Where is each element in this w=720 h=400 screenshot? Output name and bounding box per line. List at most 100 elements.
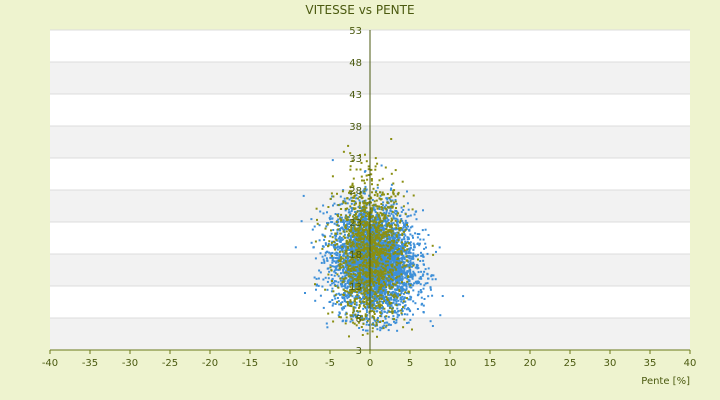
data-point (331, 299, 334, 301)
data-point (340, 293, 343, 296)
data-point (384, 268, 387, 271)
data-point (352, 245, 355, 248)
data-point (363, 298, 366, 301)
data-point (387, 315, 390, 318)
data-point (386, 273, 389, 276)
data-point (382, 296, 385, 298)
data-point (392, 272, 395, 275)
data-point (406, 313, 409, 316)
data-point (347, 267, 350, 270)
data-point (360, 257, 363, 260)
data-point (366, 210, 369, 213)
data-point (389, 209, 392, 212)
data-point (402, 298, 405, 301)
data-point (374, 211, 377, 213)
data-point (348, 191, 350, 194)
data-point (351, 223, 354, 226)
data-point (380, 309, 383, 312)
data-point (360, 213, 363, 216)
data-point (333, 246, 336, 249)
data-point (344, 271, 347, 274)
data-point (369, 208, 372, 210)
data-point (331, 175, 334, 178)
data-point (412, 289, 415, 292)
data-point (396, 313, 399, 316)
data-point (385, 260, 388, 263)
data-point (356, 291, 358, 294)
data-point (389, 198, 392, 201)
data-point (374, 224, 377, 227)
data-point (330, 241, 333, 244)
data-point (423, 270, 426, 273)
data-point (396, 249, 399, 251)
data-point (372, 238, 375, 241)
data-point (387, 279, 390, 282)
data-point (395, 277, 398, 279)
data-point (349, 152, 352, 155)
data-point (375, 305, 378, 308)
data-point (371, 199, 374, 201)
data-point (417, 271, 420, 274)
data-point (351, 250, 354, 253)
data-point (377, 303, 380, 306)
data-point (388, 270, 391, 273)
data-point (421, 253, 424, 256)
data-point (375, 284, 378, 287)
data-point (390, 183, 393, 186)
data-point (411, 225, 414, 228)
data-point (350, 228, 353, 231)
data-point (335, 266, 338, 269)
data-point (356, 258, 359, 261)
data-point (344, 262, 346, 265)
data-point (380, 164, 383, 167)
data-point (365, 311, 368, 314)
data-point (380, 212, 383, 215)
data-point (400, 282, 403, 285)
data-point (355, 216, 358, 218)
data-point (336, 257, 338, 260)
data-point (364, 296, 367, 299)
data-point (345, 316, 348, 319)
data-point (344, 220, 347, 223)
data-point (375, 321, 378, 324)
data-point (386, 304, 389, 307)
data-point (401, 301, 404, 304)
data-point (431, 278, 434, 281)
data-point (371, 270, 373, 273)
data-point (405, 285, 408, 288)
data-point (352, 266, 355, 269)
data-point (351, 256, 354, 259)
data-point (405, 308, 408, 311)
data-point (362, 226, 365, 228)
data-point (354, 249, 357, 252)
data-point (359, 168, 362, 171)
data-point (407, 225, 409, 228)
data-point (405, 282, 408, 285)
data-point (354, 229, 357, 232)
data-point (390, 200, 393, 203)
data-point (403, 313, 406, 316)
data-point (385, 211, 388, 214)
data-point (361, 179, 363, 182)
data-point (312, 246, 315, 249)
data-point (348, 225, 351, 228)
data-point (393, 189, 396, 192)
data-point (354, 240, 357, 243)
data-point (346, 287, 349, 290)
data-point (401, 254, 404, 257)
data-point (327, 267, 330, 270)
data-point (358, 199, 361, 202)
data-point (387, 303, 390, 306)
data-point (379, 217, 382, 220)
data-point (358, 219, 361, 222)
data-point (333, 252, 336, 255)
data-point (351, 184, 354, 187)
data-point (374, 233, 377, 236)
data-point (375, 266, 378, 269)
data-point (354, 212, 357, 215)
data-point (348, 198, 351, 201)
data-point (370, 272, 373, 275)
data-point (345, 245, 348, 248)
data-point (395, 244, 398, 246)
data-point (369, 279, 372, 282)
